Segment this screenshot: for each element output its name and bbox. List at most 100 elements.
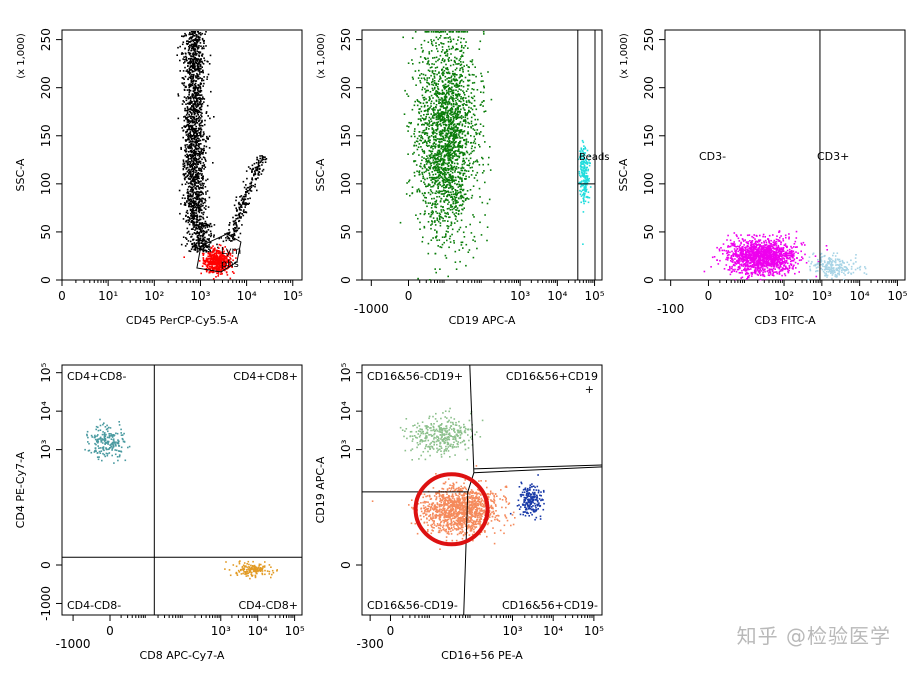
event-dot bbox=[192, 97, 194, 99]
event-dot bbox=[428, 123, 430, 125]
event-dot bbox=[450, 38, 452, 40]
event-dot bbox=[243, 215, 245, 217]
event-dot bbox=[427, 133, 429, 135]
event-dot bbox=[460, 198, 462, 200]
event-dot bbox=[215, 266, 217, 268]
event-dot bbox=[460, 196, 462, 198]
event-dot bbox=[442, 49, 444, 51]
event-dot bbox=[466, 170, 468, 172]
event-dot bbox=[471, 117, 473, 119]
event-dot bbox=[438, 176, 440, 178]
event-dot bbox=[184, 120, 186, 122]
event-dot bbox=[451, 132, 453, 134]
event-dot bbox=[447, 228, 449, 230]
event-dot bbox=[442, 85, 444, 87]
event-dot bbox=[426, 144, 428, 146]
event-dot bbox=[226, 240, 228, 242]
event-dot bbox=[202, 265, 204, 267]
event-dot bbox=[432, 115, 434, 117]
event-dot bbox=[425, 31, 427, 33]
event-dot bbox=[196, 34, 198, 36]
event-dot bbox=[189, 116, 191, 118]
event-dot bbox=[201, 226, 203, 228]
event-dot bbox=[239, 214, 241, 216]
event-dot bbox=[210, 263, 212, 265]
event-dot bbox=[256, 162, 258, 164]
event-dot bbox=[458, 142, 460, 144]
event-dot bbox=[457, 108, 459, 110]
event-dot bbox=[193, 159, 195, 161]
event-dot bbox=[453, 240, 455, 242]
event-dot bbox=[241, 195, 243, 197]
event-dot bbox=[187, 106, 189, 108]
event-dot bbox=[192, 228, 194, 230]
event-dot bbox=[461, 45, 463, 47]
event-dot bbox=[443, 120, 445, 122]
event-dot bbox=[455, 261, 457, 263]
event-dot bbox=[192, 171, 194, 173]
event-dot bbox=[193, 122, 195, 124]
event-dot bbox=[458, 198, 460, 200]
event-dot bbox=[453, 133, 455, 135]
event-dot bbox=[187, 96, 189, 98]
event-dot bbox=[437, 88, 439, 90]
event-dot bbox=[195, 98, 197, 100]
event-dot bbox=[453, 128, 455, 130]
event-dot bbox=[460, 98, 462, 100]
event-dot bbox=[445, 234, 447, 236]
event-dot bbox=[443, 179, 445, 181]
event-dot bbox=[428, 160, 430, 162]
event-dot bbox=[453, 117, 455, 119]
event-dot bbox=[450, 143, 452, 145]
event-dot bbox=[434, 115, 436, 117]
event-dot bbox=[201, 201, 203, 203]
event-dot bbox=[246, 170, 248, 172]
event-dot bbox=[253, 185, 255, 187]
event-dot bbox=[450, 119, 452, 121]
event-dot bbox=[450, 175, 452, 177]
event-dot bbox=[190, 38, 192, 40]
event-dot bbox=[425, 75, 427, 77]
event-dot bbox=[450, 149, 452, 151]
event-dot bbox=[190, 161, 192, 163]
event-dot bbox=[192, 122, 194, 124]
event-dot bbox=[447, 213, 449, 215]
event-dot bbox=[444, 145, 446, 147]
event-dot bbox=[417, 138, 419, 140]
event-dot bbox=[252, 165, 254, 167]
event-dot bbox=[439, 216, 441, 218]
event-dot bbox=[448, 118, 450, 120]
event-dot bbox=[471, 197, 473, 199]
event-dot bbox=[457, 163, 459, 165]
event-dot bbox=[205, 152, 207, 154]
event-dot bbox=[433, 73, 435, 75]
event-dot bbox=[476, 159, 478, 161]
event-dot bbox=[185, 76, 187, 78]
event-dot bbox=[185, 203, 187, 205]
event-dot bbox=[199, 116, 201, 118]
event-dot bbox=[207, 256, 209, 258]
event-dot bbox=[193, 41, 195, 43]
event-dot bbox=[190, 117, 192, 119]
event-dot bbox=[205, 205, 207, 207]
event-dot bbox=[442, 236, 444, 238]
event-dot bbox=[476, 248, 478, 250]
event-dot bbox=[431, 135, 433, 137]
event-dot bbox=[189, 233, 191, 235]
event-dot bbox=[200, 203, 202, 205]
event-dot bbox=[428, 213, 430, 215]
event-dot bbox=[189, 148, 191, 150]
event-dot bbox=[444, 118, 446, 120]
event-dot bbox=[433, 130, 435, 132]
event-dot bbox=[454, 136, 456, 138]
event-dot bbox=[435, 129, 437, 131]
event-dot bbox=[452, 121, 454, 123]
event-dot bbox=[185, 221, 187, 223]
event-dot bbox=[450, 192, 452, 194]
event-dot bbox=[211, 247, 213, 249]
event-dot bbox=[465, 104, 467, 106]
event-dot bbox=[201, 205, 203, 207]
event-dot bbox=[465, 143, 467, 145]
event-dot bbox=[448, 149, 450, 151]
event-dot bbox=[472, 74, 474, 76]
